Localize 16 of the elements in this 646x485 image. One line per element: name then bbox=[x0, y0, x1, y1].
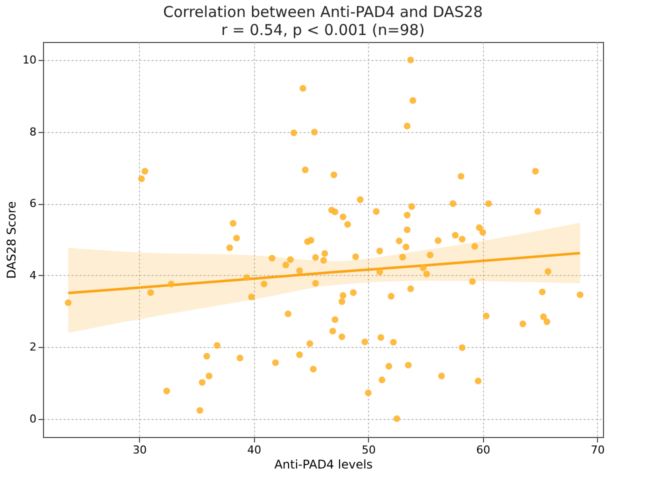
x-tick-label: 70 bbox=[590, 444, 605, 456]
x-tick-label: 30 bbox=[132, 444, 147, 456]
y-axis-title: DAS28 Score bbox=[4, 201, 19, 279]
y-tick-label: 4 bbox=[30, 268, 36, 282]
y-tick-label: 8 bbox=[30, 125, 36, 138]
y-tick-label: 10 bbox=[22, 53, 36, 66]
x-tick-label: 60 bbox=[476, 444, 490, 456]
x-axis-title: Anti-PAD4 levels bbox=[274, 458, 373, 472]
y-tick-label: 6 bbox=[30, 197, 36, 210]
y-tick-label: 0 bbox=[30, 412, 36, 426]
chart-title: Correlation between Anti-PAD4 and DAS28 bbox=[163, 3, 483, 21]
x-tick-label: 50 bbox=[362, 444, 376, 456]
x-tick-label: 40 bbox=[247, 444, 262, 456]
chart-subtitle: r = 0.54, p < 0.001 (n=98) bbox=[221, 21, 425, 39]
line-series bbox=[66, 252, 582, 294]
y-tick-label: 2 bbox=[30, 340, 36, 354]
